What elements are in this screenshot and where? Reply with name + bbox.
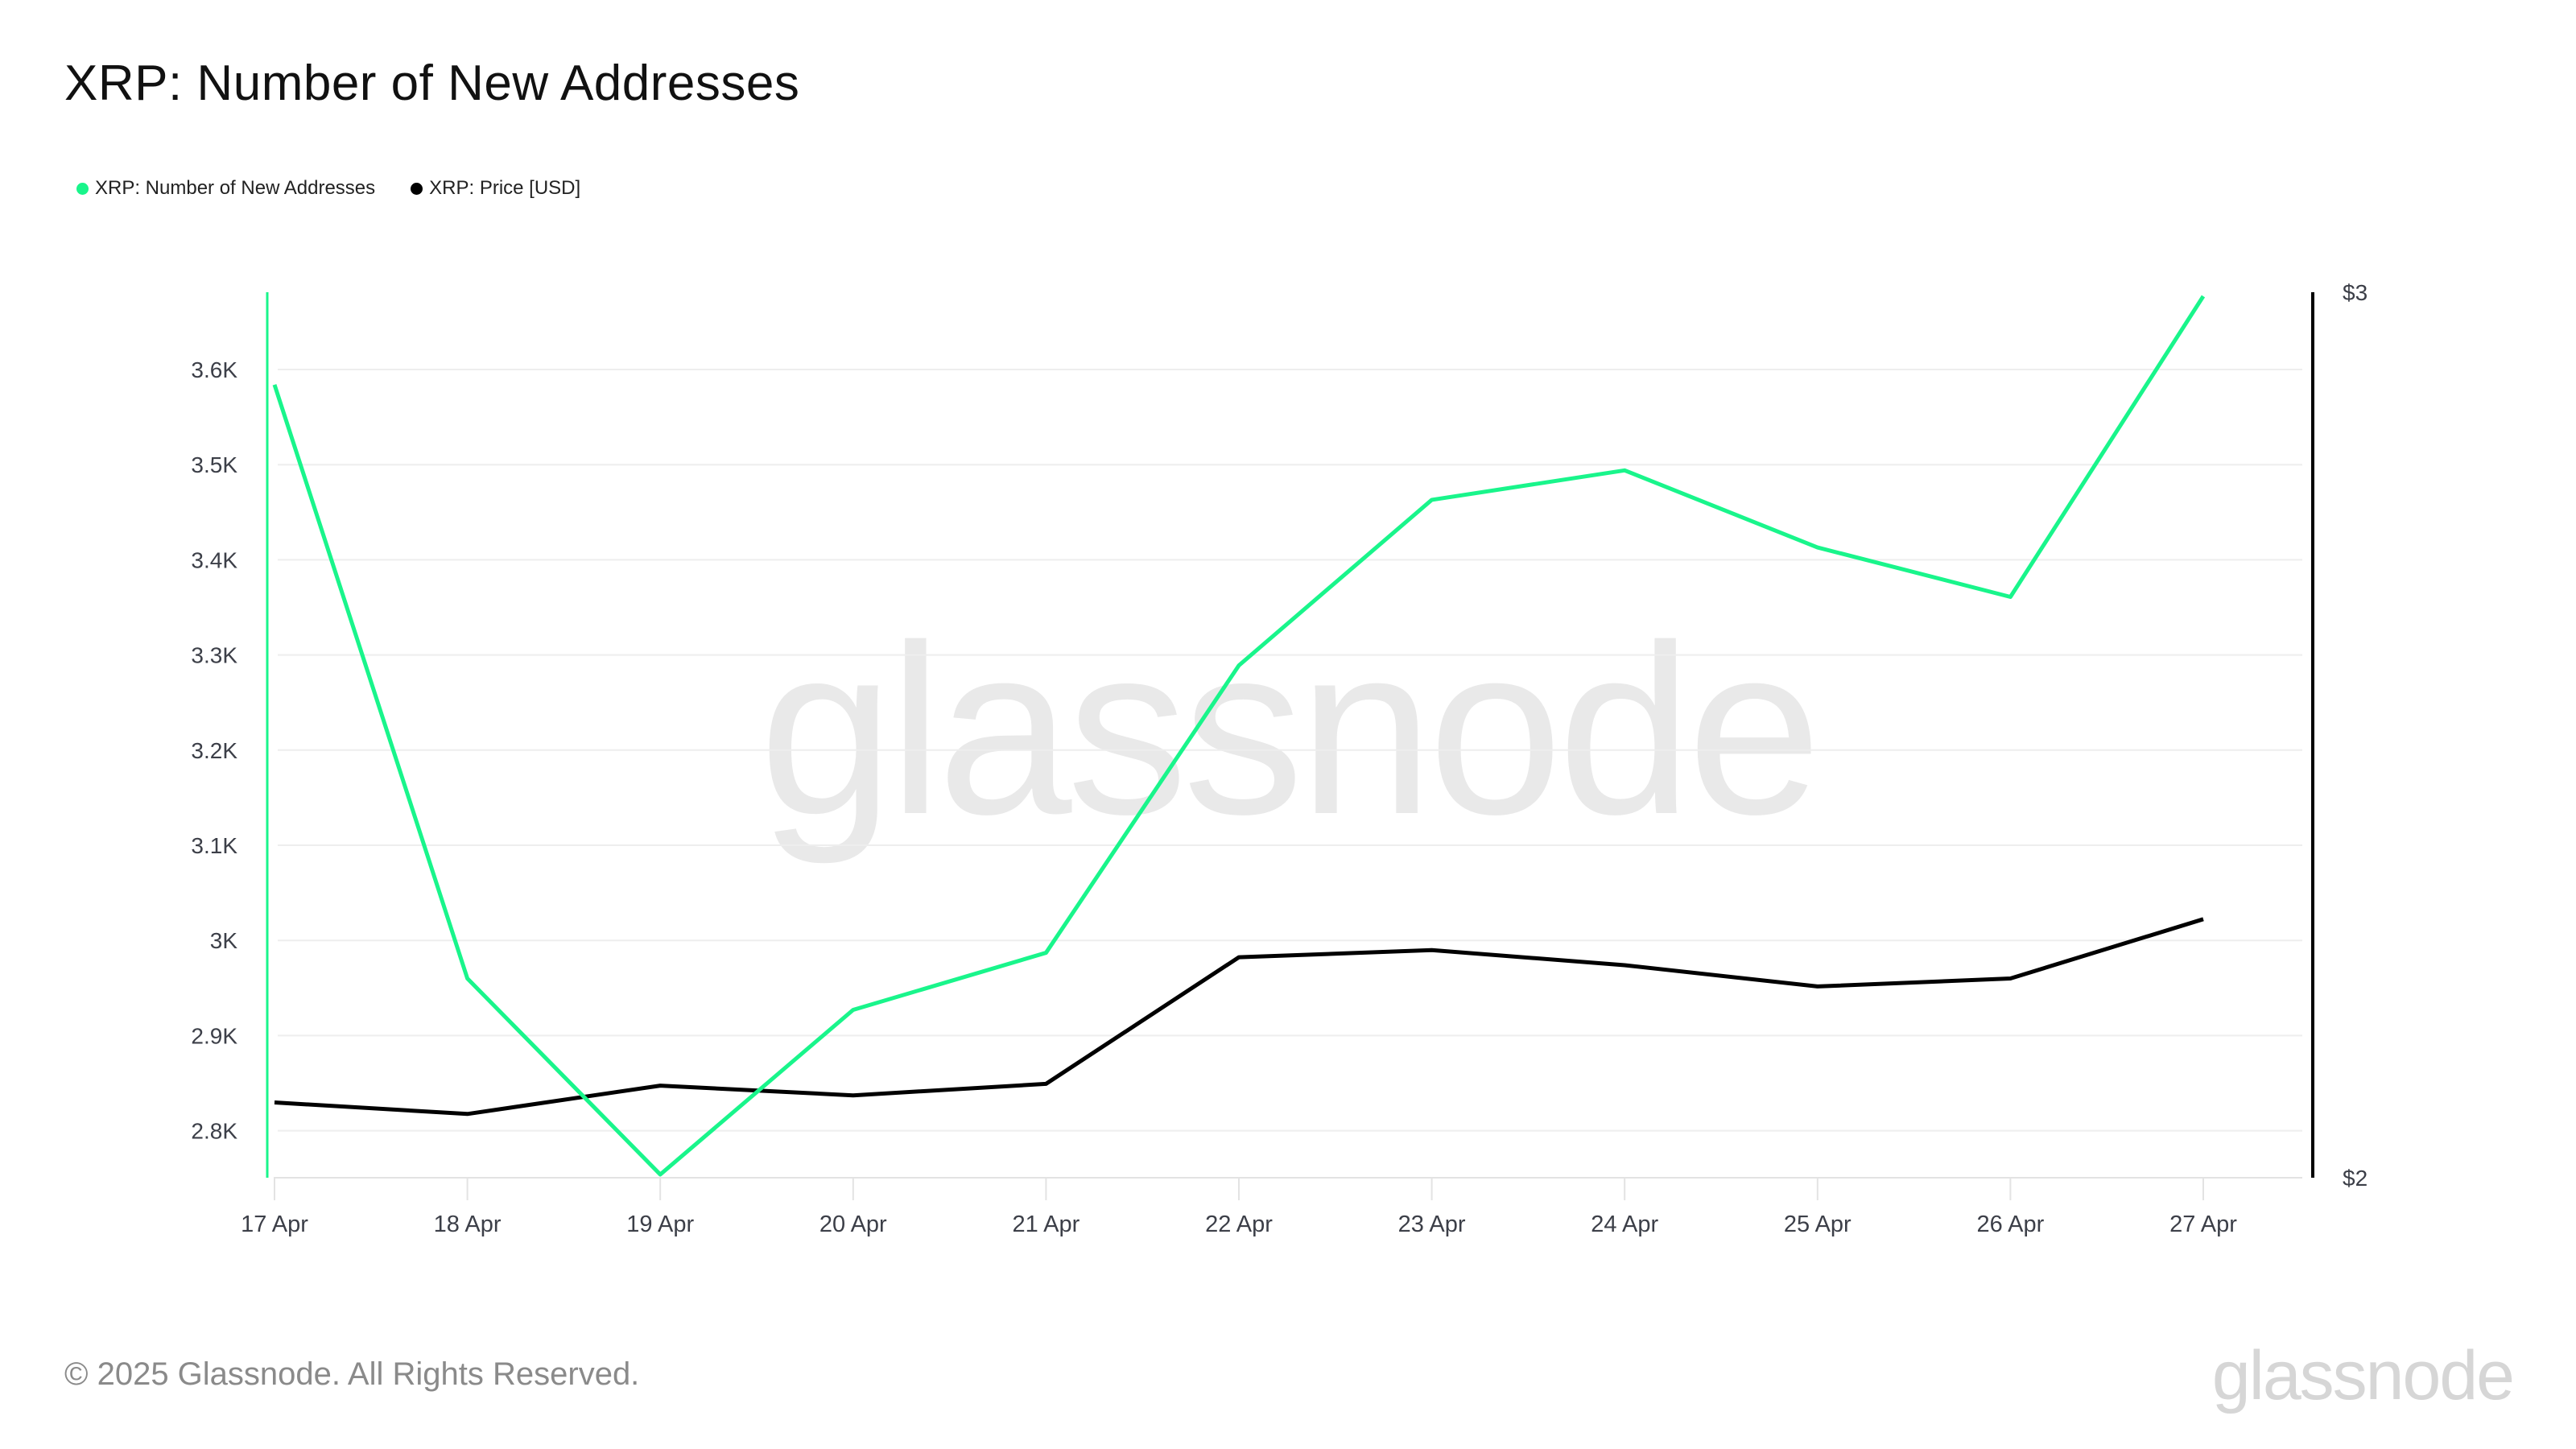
x-tick-label: 19 Apr: [626, 1212, 694, 1237]
brand-logo: glassnode: [2211, 1337, 2515, 1414]
chart-title: XRP: Number of New Addresses: [64, 56, 800, 111]
x-tick-label: 21 Apr: [1012, 1212, 1080, 1237]
new-addresses-line[interactable]: [272, 295, 2206, 1177]
legend-dot-icon: [411, 182, 423, 195]
x-tick-label: 23 Apr: [1398, 1212, 1466, 1237]
legend-item-price[interactable]: XRP: Price [USD]: [411, 177, 580, 200]
x-tick-label: 18 Apr: [434, 1212, 502, 1237]
y-right-tick-label: $3: [2343, 280, 2368, 305]
y-axis-right: $2 $3: [2343, 280, 2368, 1191]
legend-label: XRP: Price [USD]: [429, 177, 581, 199]
x-tick-label: 17 Apr: [241, 1212, 308, 1237]
x-tick-label: 20 Apr: [819, 1212, 887, 1237]
legend-label: XRP: Number of New Addresses: [95, 177, 376, 199]
y-tick-label: 3.1K: [191, 833, 237, 858]
y-tick-label: 2.9K: [191, 1023, 237, 1048]
x-tick-label: 25 Apr: [1784, 1212, 1852, 1237]
y-tick-label: 3.5K: [191, 452, 237, 477]
y-right-tick-label: $2: [2343, 1166, 2368, 1191]
x-tick-label: 22 Apr: [1205, 1212, 1273, 1237]
y-axis-left: 2.8K 2.9K 3K 3.1K 3.2K 3.3K 3.4K 3.5K 3.6K: [191, 357, 237, 1144]
y-tick-label: 3.4K: [191, 547, 237, 572]
y-tick-label: 3.2K: [191, 738, 237, 763]
price-line[interactable]: [274, 917, 2204, 1117]
legend-dot-icon: [76, 182, 89, 195]
x-tick-label: 27 Apr: [2169, 1212, 2237, 1237]
x-tick-label: 26 Apr: [1976, 1212, 2044, 1237]
y-tick-label: 3.6K: [191, 357, 237, 382]
y-tick-label: 2.8K: [191, 1119, 237, 1144]
copyright-footer: © 2025 Glassnode. All Rights Reserved.: [64, 1356, 640, 1392]
x-axis: 17 Apr 18 Apr 19 Apr 20 Apr 21 Apr 22 Apr 23 A…: [241, 1178, 2237, 1237]
legend-item-new-addresses[interactable]: XRP: Number of New Addresses: [76, 177, 375, 200]
legend: XRP: Number of New Addresses XRP: Price …: [76, 177, 580, 200]
x-tick-label: 24 Apr: [1591, 1212, 1658, 1237]
watermark: glassnode: [759, 594, 1817, 866]
y-tick-label: 3.3K: [191, 643, 237, 668]
y-tick-label: 3K: [210, 928, 238, 953]
